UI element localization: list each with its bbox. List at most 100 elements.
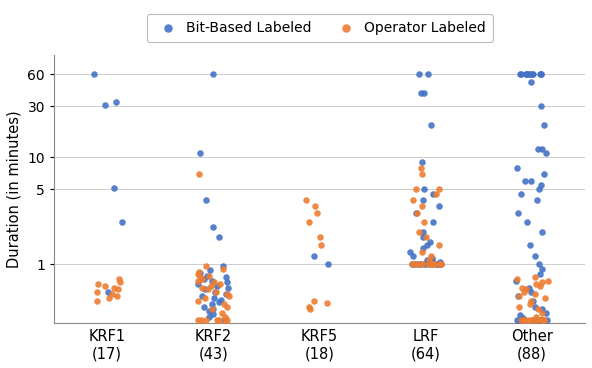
Point	[309, 252, 318, 258]
Point	[517, 317, 526, 323]
Point	[427, 261, 436, 267]
Point	[210, 279, 219, 285]
Point	[223, 279, 232, 285]
Point	[222, 275, 231, 280]
Point	[312, 210, 321, 216]
Point	[432, 261, 442, 267]
Point	[522, 71, 532, 77]
Point	[538, 279, 547, 285]
Point	[427, 260, 436, 266]
Point	[525, 285, 534, 291]
Point	[420, 261, 429, 267]
Point	[195, 275, 204, 280]
Point	[416, 90, 426, 96]
Point	[528, 317, 538, 323]
Point	[301, 197, 311, 203]
Point	[411, 186, 421, 192]
Point	[530, 252, 540, 258]
Bit-Based Labeled	[118, 219, 127, 224]
Point	[423, 71, 433, 77]
Point	[426, 261, 436, 267]
Point	[516, 71, 525, 77]
Point	[410, 261, 419, 267]
Point	[427, 255, 437, 261]
Bit-Based Labeled	[111, 99, 121, 105]
Point	[415, 261, 424, 267]
Point	[417, 159, 426, 165]
Point	[419, 197, 428, 203]
Point	[305, 219, 314, 224]
Point	[532, 314, 541, 320]
Point	[525, 71, 534, 77]
Bit-Based Labeled	[89, 71, 98, 77]
Point	[224, 293, 234, 299]
Point	[195, 150, 204, 156]
Point	[197, 285, 207, 291]
Point	[194, 317, 203, 323]
Point	[542, 317, 552, 323]
Point	[516, 191, 526, 197]
Point	[520, 317, 529, 323]
Point	[435, 261, 445, 267]
Point	[202, 317, 211, 323]
Point	[520, 178, 530, 184]
Point	[428, 191, 437, 197]
Point	[540, 317, 549, 323]
Point	[513, 276, 522, 282]
Point	[527, 71, 536, 77]
Operator Labeled	[104, 295, 114, 301]
Point	[519, 317, 528, 323]
Point	[205, 267, 214, 273]
Point	[194, 171, 204, 177]
Point	[223, 285, 233, 291]
Point	[405, 249, 414, 255]
Point	[514, 293, 524, 299]
Point	[516, 317, 526, 323]
Bit-Based Labeled	[110, 185, 119, 191]
Point	[536, 283, 545, 289]
Point	[536, 71, 545, 77]
Point	[208, 311, 217, 317]
Point	[413, 210, 422, 216]
Point	[202, 273, 211, 279]
Point	[530, 317, 539, 323]
Point	[436, 259, 445, 265]
Point	[316, 234, 325, 240]
Point	[513, 293, 523, 299]
Point	[194, 323, 203, 329]
Point	[538, 266, 547, 272]
Point	[429, 219, 438, 224]
Point	[533, 146, 542, 152]
Point	[435, 242, 444, 248]
Point	[208, 301, 217, 307]
Point	[535, 71, 545, 77]
Point	[434, 203, 443, 209]
Point	[532, 197, 542, 203]
Point	[532, 317, 542, 323]
Point	[204, 273, 214, 279]
Point	[194, 281, 203, 287]
Point	[517, 71, 526, 77]
Point	[521, 71, 530, 77]
Point	[525, 317, 534, 323]
Point	[512, 317, 522, 323]
Point	[522, 71, 531, 77]
Point	[536, 272, 545, 277]
Point	[538, 317, 548, 323]
Point	[425, 239, 435, 245]
Point	[514, 304, 524, 309]
Point	[420, 90, 429, 96]
Point	[538, 317, 547, 323]
Point	[521, 286, 530, 292]
Point	[411, 210, 420, 216]
Operator Labeled	[114, 286, 123, 292]
Point	[513, 164, 522, 170]
Point	[414, 261, 424, 267]
Point	[537, 229, 546, 235]
Point	[197, 317, 206, 323]
Point	[436, 261, 445, 267]
Point	[305, 306, 314, 312]
Point	[413, 261, 422, 267]
Point	[218, 266, 228, 272]
Point	[517, 317, 526, 323]
